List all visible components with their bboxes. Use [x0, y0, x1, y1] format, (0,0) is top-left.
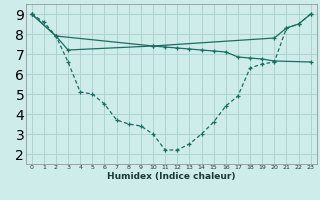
X-axis label: Humidex (Indice chaleur): Humidex (Indice chaleur) [107, 172, 236, 181]
